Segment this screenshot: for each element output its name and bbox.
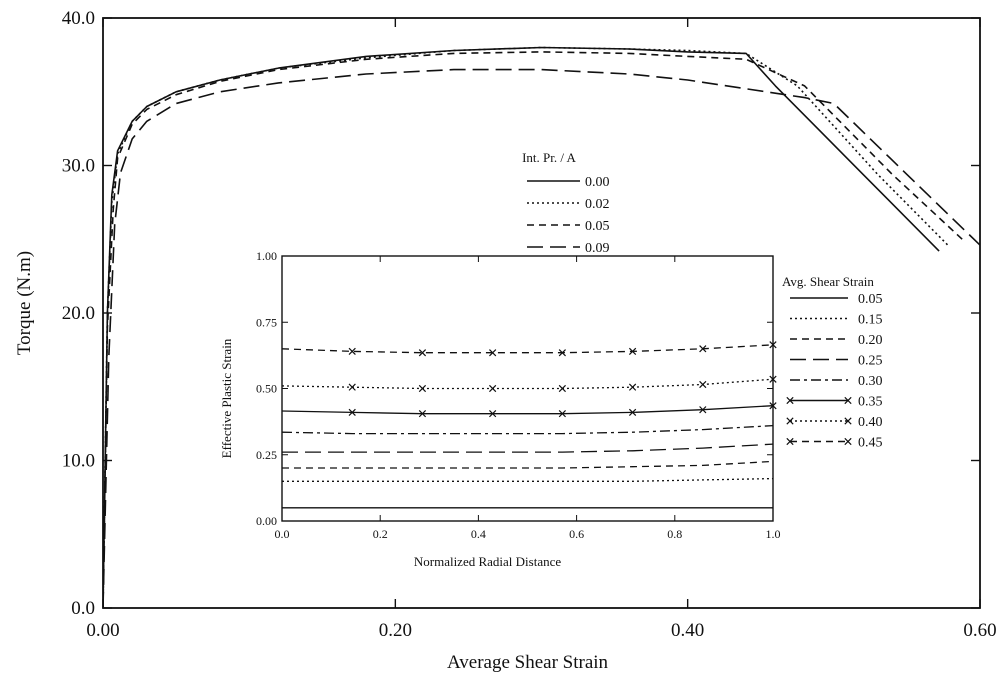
inset-point-marker (418, 410, 427, 418)
inset-legend-label: 0.15 (858, 313, 883, 328)
inset-legend-label: 0.35 (858, 395, 883, 410)
inset-point-marker (489, 349, 497, 357)
inset-point-marker (348, 347, 356, 356)
inset-point-marker (489, 384, 497, 393)
inset-y-tick-label: 0.50 (256, 382, 277, 396)
inset-point-marker (489, 410, 497, 418)
main-y-tick-label: 0.0 (71, 598, 95, 619)
main-y-tick-label: 20.0 (62, 303, 95, 324)
inset-series-line-0.15 (282, 477, 774, 482)
inset-point-marker (558, 384, 566, 393)
inset-point-marker (558, 410, 566, 418)
main-y-tick-label: 30.0 (62, 156, 95, 177)
inset-point-marker (628, 383, 637, 391)
inset-series-line-0.40 (281, 378, 774, 390)
inset-point-marker (628, 408, 637, 416)
main-series-line-0.09 (103, 68, 980, 608)
inset-x-tick-label: 0.4 (471, 527, 486, 541)
main-x-tick-label: 0.40 (671, 620, 704, 641)
inset-series-group (281, 341, 777, 509)
inset-point-marker (769, 402, 777, 410)
inset-x-tick-label: 1.0 (766, 527, 781, 541)
inset-x-tick-label: 0.0 (275, 527, 290, 541)
inset-legend-marker (786, 417, 794, 425)
inset-point-marker (348, 383, 356, 391)
inset-legend-label: 0.45 (858, 436, 883, 451)
inset-legend-label: 0.30 (858, 374, 883, 389)
inset-point-marker (348, 408, 356, 416)
inset-point-marker (418, 349, 427, 357)
inset-point-marker (558, 349, 566, 357)
inset-y-tick-label: 1.00 (256, 249, 277, 263)
main-y-tick-label: 40.0 (62, 8, 95, 29)
inset-series-line-0.20 (282, 460, 774, 469)
main-legend-label: 0.02 (585, 197, 610, 212)
main-legend-label: 0.09 (585, 241, 610, 256)
main-y-axis-title: Torque (N.m) (14, 251, 35, 355)
inset-x-tick-label: 0.8 (667, 527, 682, 541)
inset-legend-marker (844, 396, 852, 405)
inset-series-line-0.35 (281, 405, 774, 415)
inset-point-marker (769, 375, 777, 383)
main-x-tick-label: 0.20 (379, 620, 412, 641)
inset-legend-marker (844, 417, 852, 425)
main-x-tick-label: 0.00 (86, 620, 119, 641)
inset-y-tick-label: 0.75 (256, 315, 277, 329)
inset-point-marker (418, 384, 427, 393)
inset-legend-label: 0.40 (858, 415, 883, 430)
inset-point-marker (699, 406, 707, 414)
inset-y-tick-label: 0.25 (256, 448, 277, 462)
main-legend-label: 0.00 (585, 175, 610, 190)
inset-x-tick-label: 0.6 (569, 527, 584, 541)
main-legend-label: 0.05 (585, 219, 610, 234)
main-series-line-0.05 (103, 51, 966, 608)
inset-legend-marker (844, 437, 852, 446)
inset-y-axis-title: Effective Plastic Strain (219, 338, 234, 458)
inset-x-tick-label: 0.2 (373, 527, 388, 541)
inset-point-marker (628, 347, 637, 356)
inset-legend-label: 0.25 (858, 354, 883, 369)
inset-legend-marker (786, 437, 794, 446)
inset-legend-title: Avg. Shear Strain (782, 274, 874, 289)
inset-x-axis-title: Normalized Radial Distance (414, 554, 562, 569)
inset-legend-label: 0.05 (858, 292, 883, 307)
inset-y-tick-label: 0.00 (256, 514, 277, 528)
inset-legend-marker (786, 396, 794, 405)
main-y-tick-label: 10.0 (62, 451, 95, 472)
inset-series-line-0.45 (281, 344, 774, 354)
main-x-axis-title: Average Shear Strain (447, 652, 609, 673)
inset-legend-label: 0.20 (858, 333, 883, 348)
inset-point-marker (699, 380, 707, 389)
main-series-group (103, 46, 980, 608)
inset-series-line-0.30 (281, 424, 774, 435)
inset-point-marker (769, 341, 777, 349)
inset-point-marker (699, 345, 707, 353)
inset-series-line-0.25 (282, 443, 774, 453)
main-x-tick-label: 0.60 (963, 620, 996, 641)
main-legend-title: Int. Pr. / A (522, 150, 576, 165)
